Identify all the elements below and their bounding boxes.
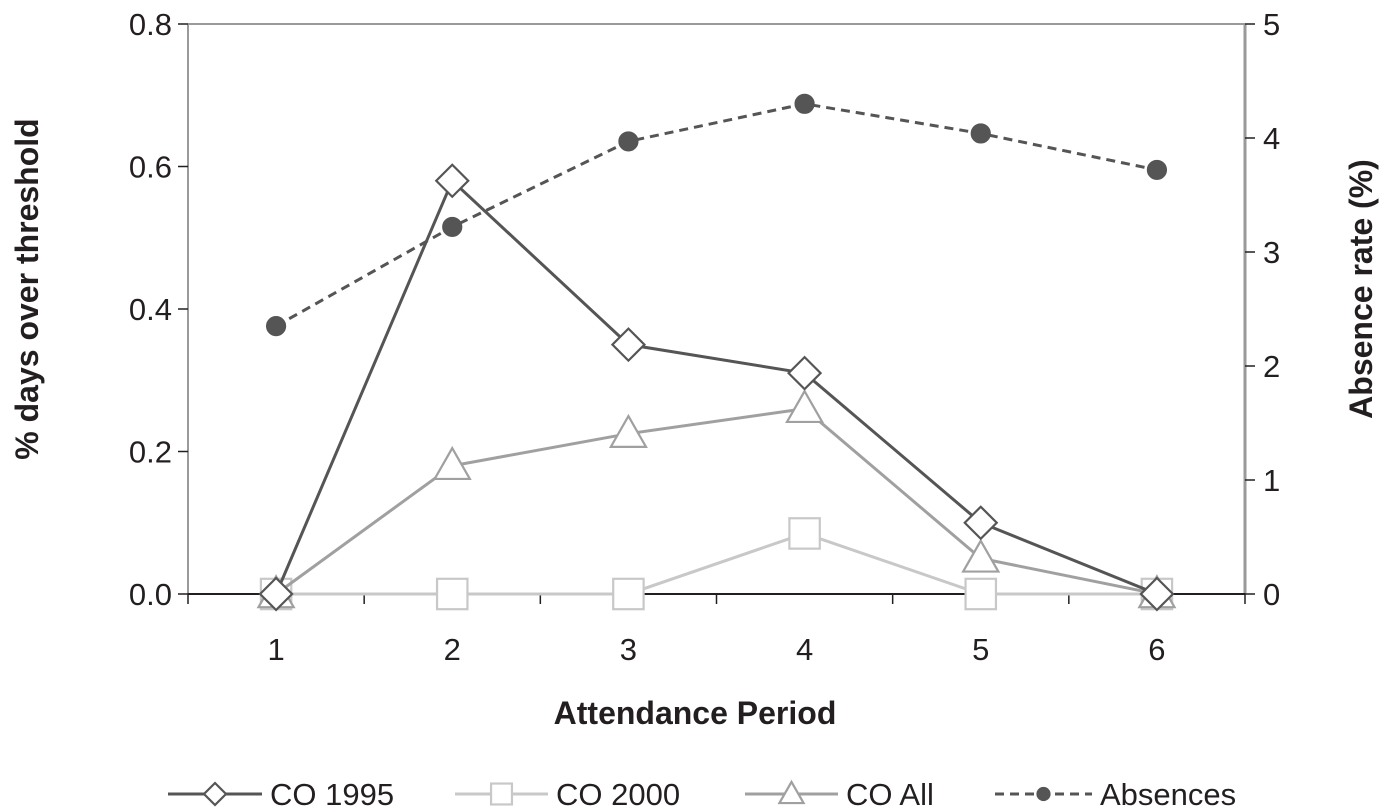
legend-label: CO 1995	[270, 777, 394, 809]
series-line-co-1995	[274, 178, 1158, 596]
left-axis-ticks: 0.0 0.2 0.4 0.6 0.8	[129, 7, 188, 612]
y2-tick-label: 4	[1263, 121, 1280, 156]
legend-item-co-1995: CO 1995	[168, 777, 394, 809]
data-point-co-2000	[435, 577, 469, 611]
y2-tick-label: 1	[1263, 463, 1280, 498]
y2-tick-label: 0	[1263, 577, 1280, 612]
data-point-absences	[1146, 159, 1168, 181]
data-point-co-1995	[610, 327, 646, 363]
legend-item-co-all: CO All	[745, 777, 934, 809]
right-axis-ticks: 0 1 2 3 4 5	[1245, 7, 1280, 612]
legend: CO 1995 CO 2000 CO All Absences	[168, 777, 1236, 809]
data-point-co-all	[785, 388, 825, 424]
y-tick-label: 0.2	[129, 435, 172, 470]
data-point-co-1995	[258, 576, 294, 612]
y-tick-label: 0.4	[129, 292, 172, 327]
x-axis-title: Attendance Period	[554, 695, 837, 731]
legend-marker-co-2000	[489, 782, 514, 806]
y2-axis-title: Absence rate (%)	[1343, 159, 1379, 419]
data-point-co-all	[432, 445, 472, 481]
data-point-co-1995	[787, 355, 823, 391]
x-axis-ticks: 1 2 3 4 5 6	[187, 594, 1246, 667]
legend-item-absences: Absences	[995, 777, 1236, 809]
x-tick-label: 6	[1148, 632, 1165, 667]
series-line-absences	[275, 102, 1158, 328]
y2-tick-label: 2	[1263, 349, 1280, 384]
legend-marker-co-1995	[202, 781, 228, 807]
series-co-all	[256, 388, 1177, 609]
series-layer	[256, 93, 1177, 612]
y-tick-label: 0.0	[129, 577, 172, 612]
y-tick-label: 0.6	[129, 150, 172, 185]
x-tick-label: 2	[444, 632, 461, 667]
data-point-co-2000	[788, 517, 821, 550]
data-point-co-2000	[612, 577, 645, 611]
legend-marker-absences	[1036, 786, 1051, 802]
data-point-co-1995	[434, 163, 470, 199]
x-tick-label: 1	[267, 632, 284, 667]
series-co-1995	[258, 163, 1175, 612]
y2-tick-label: 5	[1263, 7, 1280, 42]
y-axis-title: % days over threshold	[9, 118, 45, 459]
data-point-absences	[970, 123, 991, 144]
x-tick-label: 5	[972, 632, 989, 667]
legend-label: CO All	[846, 777, 934, 809]
data-point-absences	[794, 93, 815, 114]
data-point-co-all	[961, 538, 1001, 573]
y2-tick-label: 3	[1263, 235, 1280, 270]
y-tick-label: 0.8	[129, 7, 172, 42]
data-point-absences	[618, 131, 639, 152]
data-point-co-1995	[963, 505, 999, 541]
data-point-absences	[265, 316, 287, 337]
x-tick-label: 3	[620, 632, 637, 667]
series-absences	[265, 93, 1168, 337]
legend-item-co-2000: CO 2000	[455, 777, 680, 809]
series-line-co-all	[275, 407, 1158, 596]
data-point-co-all	[608, 413, 648, 448]
x-tick-label: 4	[796, 632, 813, 667]
legend-label: Absences	[1100, 777, 1236, 809]
data-point-co-1995	[1139, 576, 1175, 612]
legend-label: CO 2000	[556, 777, 680, 809]
data-point-absences	[442, 216, 463, 238]
legend-marker-co-all	[777, 779, 806, 805]
series-line-co-2000	[276, 531, 1157, 596]
data-point-co-2000	[964, 577, 998, 611]
